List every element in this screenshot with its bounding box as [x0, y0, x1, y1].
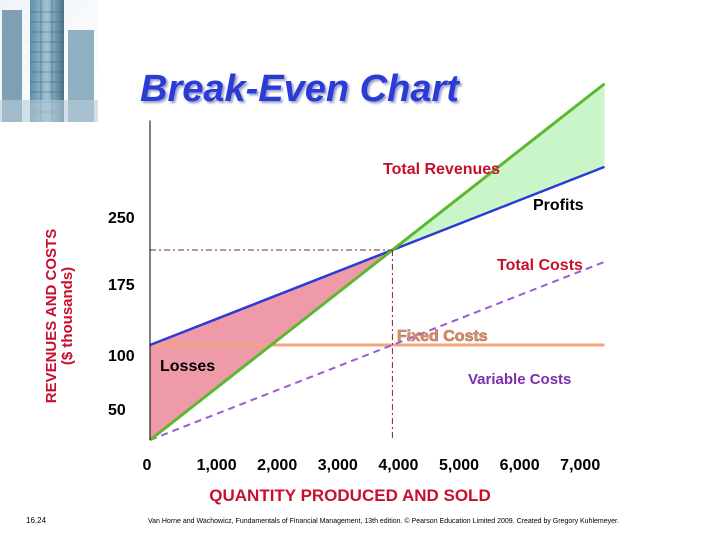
variable-costs-line: [149, 260, 605, 441]
losses-label: Losses: [160, 358, 215, 375]
x-axis-label: QUANTITY PRODUCED AND SOLD: [209, 486, 491, 505]
building-photo: [0, 0, 98, 122]
y-tick-label: 250: [108, 210, 135, 227]
profits-label: Profits: [533, 197, 584, 214]
y-tick-label: 100: [108, 348, 135, 365]
x-tick-label: 1,000: [197, 457, 237, 474]
slide-number: 16.24: [26, 516, 47, 525]
citation-footer: Van Horne and Wachowicz, Fundamentals of…: [148, 518, 619, 525]
x-tick-label: 7,000: [560, 457, 600, 474]
x-tick-label: 3,000: [318, 457, 358, 474]
x-tick-label: 0: [143, 457, 152, 474]
total-revenues-line: [149, 82, 606, 442]
y-tick-label: 50: [108, 402, 126, 419]
x-tick-label: 2,000: [257, 457, 297, 474]
fixed-costs-label: Fixed Costs: [397, 328, 488, 345]
x-tick-label: 4,000: [378, 457, 418, 474]
y-tick-labels: 50 100 175 250: [108, 210, 135, 419]
x-tick-labels: 0 1,000 2,000 3,000 4,000 5,000 6,000 7,000: [143, 457, 601, 474]
x-tick-label: 5,000: [439, 457, 479, 474]
slide-title: Break-Even Chart: [140, 68, 459, 110]
x-tick-label: 6,000: [500, 457, 540, 474]
variable-costs-label: Variable Costs: [468, 371, 571, 388]
total-revenues-label: Total Revenues: [383, 161, 500, 178]
total-costs-line: [149, 165, 605, 347]
y-tick-label: 175: [108, 277, 135, 294]
total-costs-label: Total Costs: [497, 257, 583, 274]
